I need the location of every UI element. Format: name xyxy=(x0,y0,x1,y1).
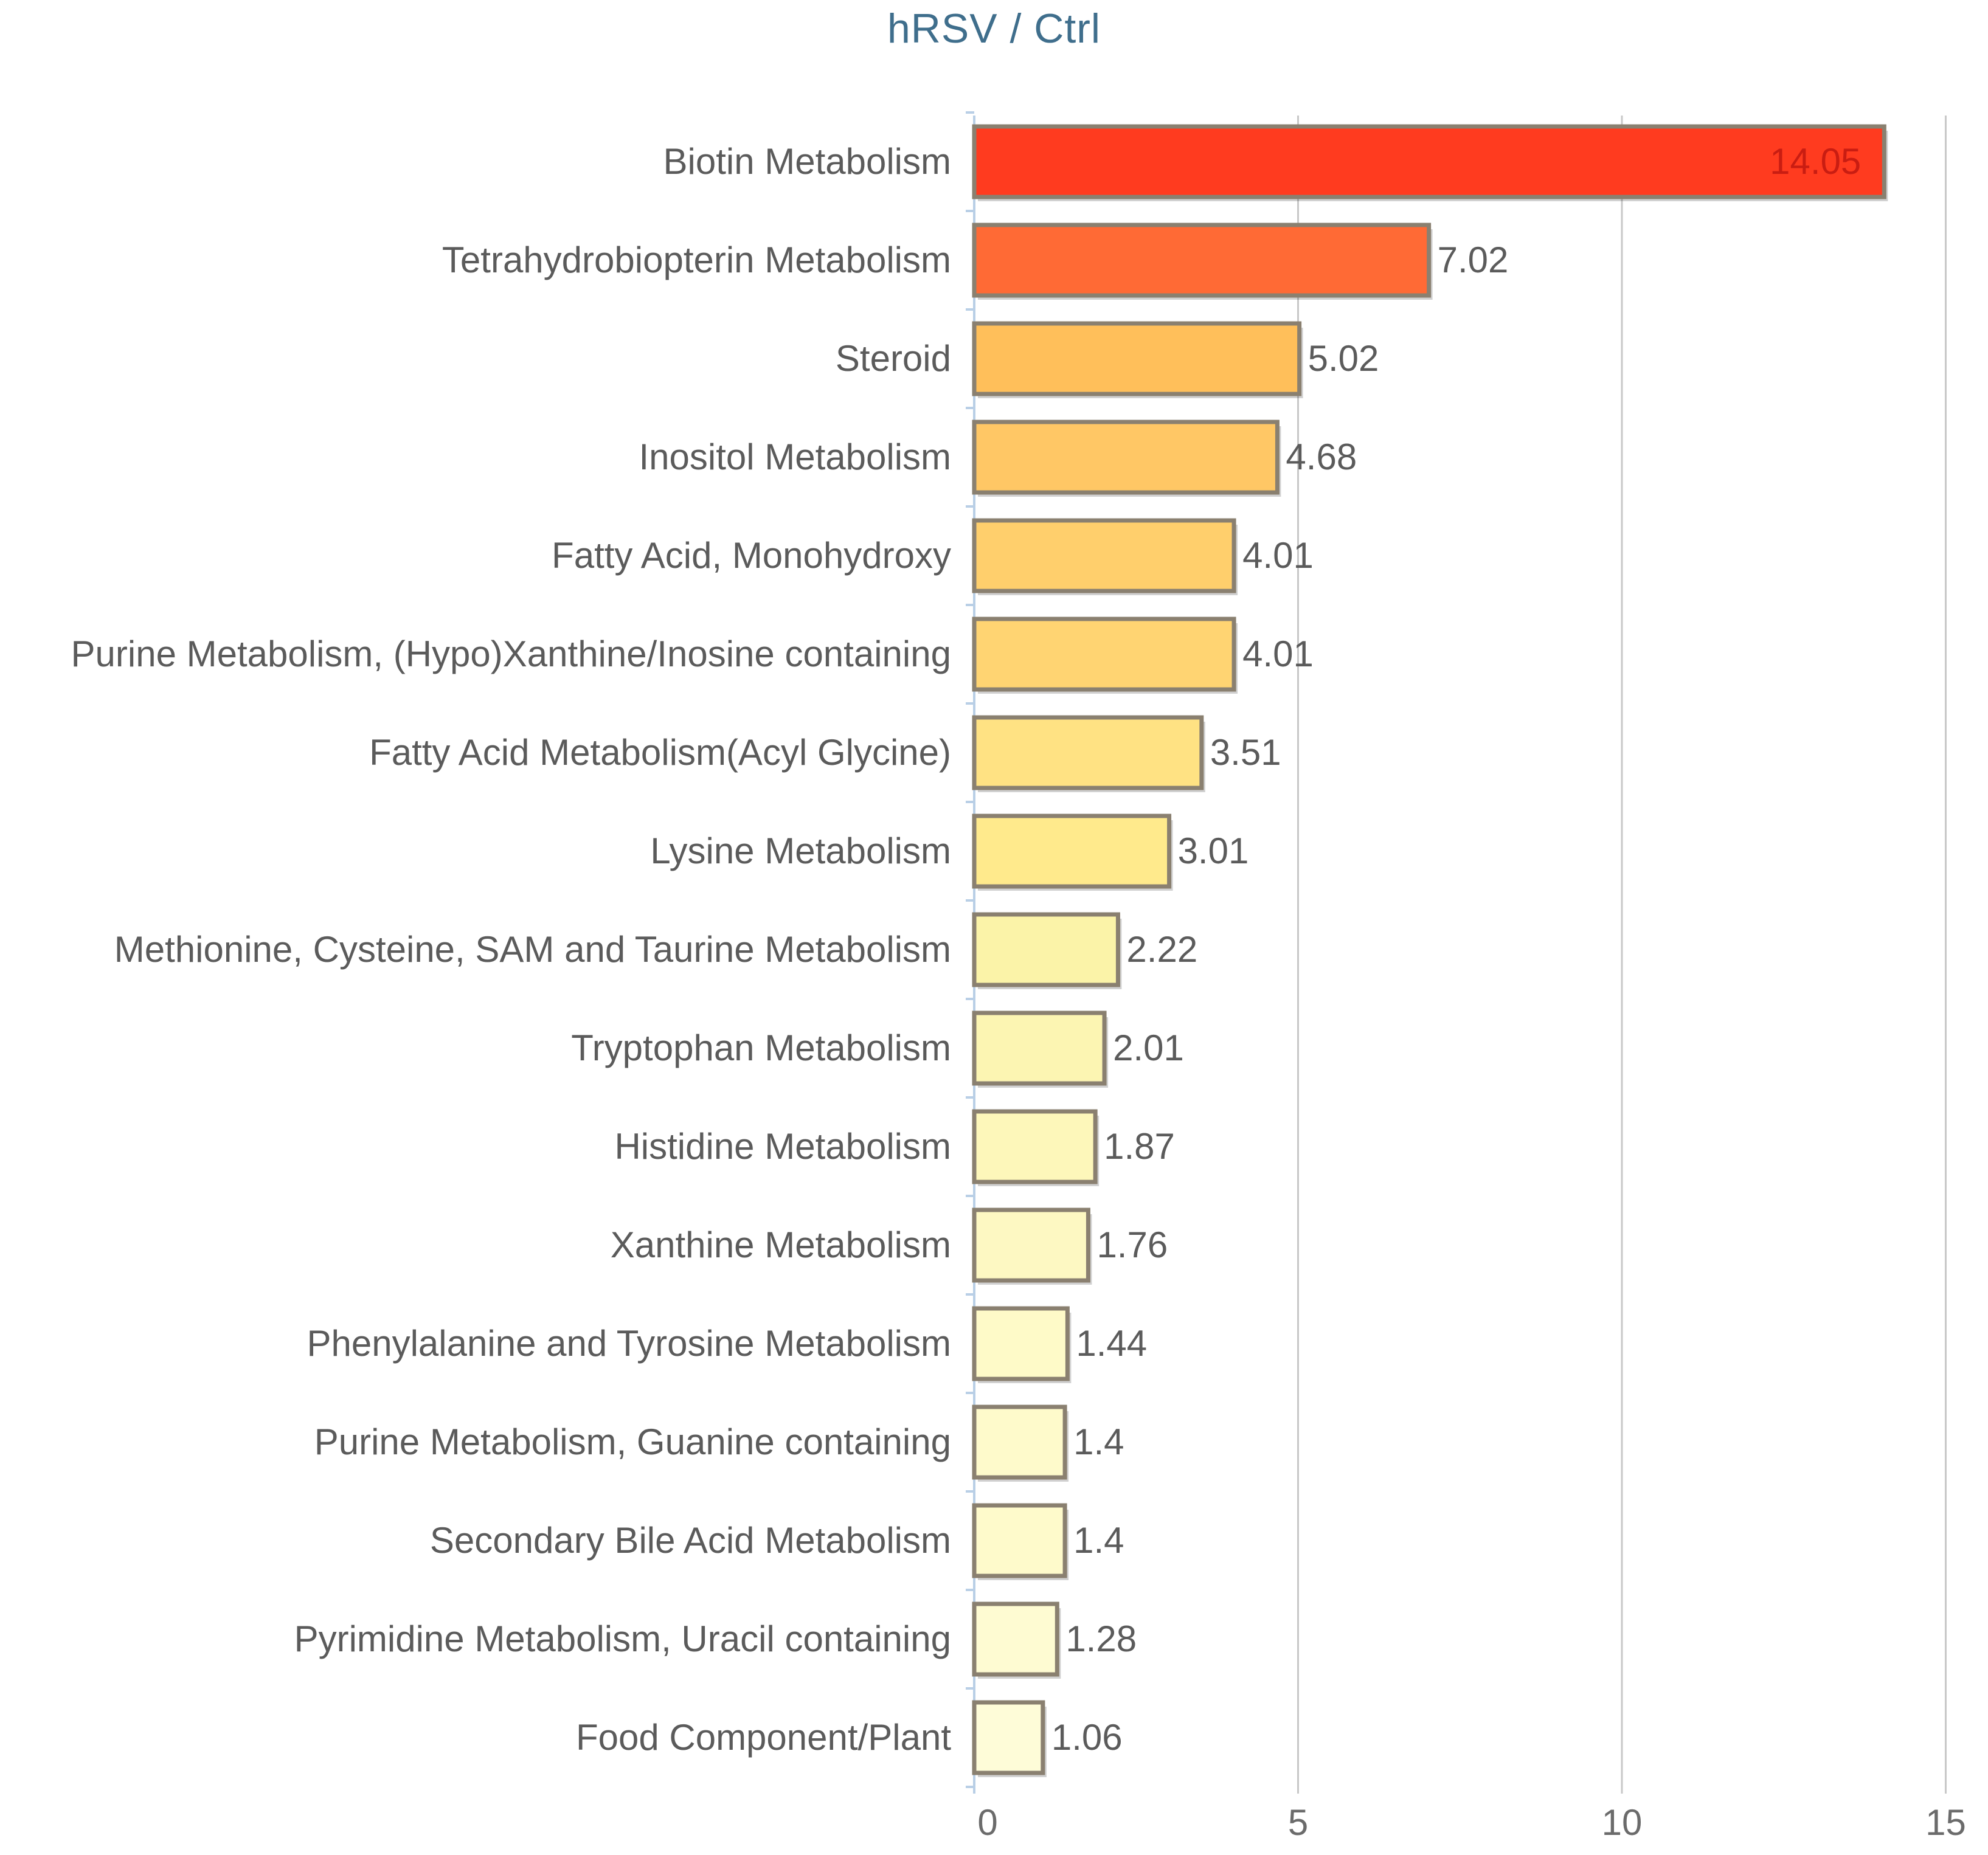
bar xyxy=(972,912,1120,987)
bar xyxy=(972,1207,1090,1283)
bar xyxy=(972,1010,1107,1086)
category-label: Purine Metabolism, (Hypo)Xanthine/Inosin… xyxy=(71,634,951,674)
data-label: 1.06 xyxy=(1051,1717,1123,1758)
bar xyxy=(972,1503,1067,1578)
data-label: 7.02 xyxy=(1438,240,1509,280)
x-tick-label: 10 xyxy=(1602,1802,1643,1843)
category-label: Purine Metabolism, Guanine containing xyxy=(314,1421,951,1462)
category-label: Steroid xyxy=(836,338,951,379)
data-label: 1.4 xyxy=(1073,1520,1124,1561)
category-label: Phenylalanine and Tyrosine Metabolism xyxy=(307,1323,951,1364)
category-label: Tryptophan Metabolism xyxy=(571,1028,951,1068)
data-label: 1.87 xyxy=(1104,1126,1175,1167)
category-label: Methionine, Cysteine, SAM and Taurine Me… xyxy=(114,929,951,970)
data-label: 2.01 xyxy=(1113,1028,1184,1068)
data-label: 1.44 xyxy=(1076,1323,1147,1364)
category-label: Pyrimidine Metabolism, Uracil containing xyxy=(294,1618,951,1659)
data-label: 2.22 xyxy=(1126,929,1197,970)
bar xyxy=(972,1601,1059,1677)
data-label: 4.68 xyxy=(1286,437,1357,477)
data-label: 4.01 xyxy=(1242,634,1314,674)
bar xyxy=(972,1306,1070,1381)
category-label: Xanthine Metabolism xyxy=(611,1225,951,1265)
category-label: Biotin Metabolism xyxy=(663,141,951,182)
x-tick-label: 5 xyxy=(1288,1802,1308,1843)
bar xyxy=(972,420,1280,495)
chart-title: hRSV / Ctrl xyxy=(887,5,1101,52)
bar xyxy=(972,715,1204,790)
bar xyxy=(972,1404,1067,1480)
bar xyxy=(972,617,1236,692)
bar xyxy=(972,814,1172,889)
data-label: 1.28 xyxy=(1065,1618,1137,1659)
data-label: 14.05 xyxy=(1770,141,1861,182)
data-label: 1.4 xyxy=(1073,1421,1124,1462)
category-label: Histidine Metabolism xyxy=(614,1126,951,1167)
bar xyxy=(972,321,1302,396)
data-label: 5.02 xyxy=(1308,338,1379,379)
category-label: Tetrahydrobiopterin Metabolism xyxy=(442,240,951,280)
bar xyxy=(972,1700,1045,1775)
data-label: 1.76 xyxy=(1096,1225,1168,1265)
bar xyxy=(972,518,1236,593)
data-label: 3.51 xyxy=(1210,732,1281,773)
bar xyxy=(972,1109,1098,1184)
category-label: Food Component/Plant xyxy=(576,1717,951,1758)
category-label: Fatty Acid, Monohydroxy xyxy=(552,535,951,576)
data-label: 3.01 xyxy=(1178,831,1249,871)
category-label: Inositol Metabolism xyxy=(639,437,951,477)
x-tick-label: 0 xyxy=(977,1802,997,1843)
bar xyxy=(972,223,1432,298)
bar xyxy=(972,124,1886,199)
category-label: Secondary Bile Acid Metabolism xyxy=(430,1520,951,1561)
data-label: 4.01 xyxy=(1242,535,1314,576)
category-label: Fatty Acid Metabolism(Acyl Glycine) xyxy=(369,732,951,773)
x-tick-label: 15 xyxy=(1925,1802,1966,1843)
category-label: Lysine Metabolism xyxy=(650,831,951,871)
